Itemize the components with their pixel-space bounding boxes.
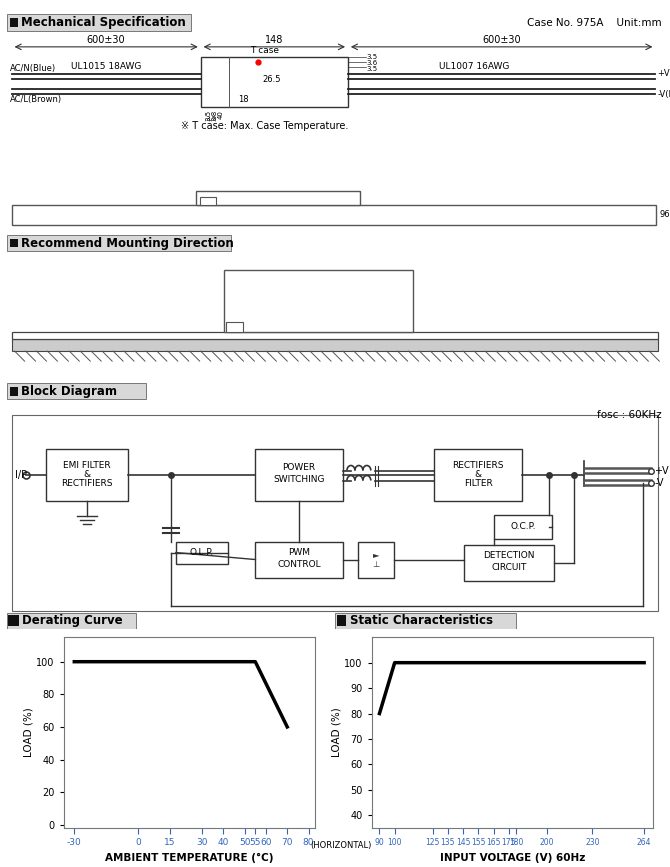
Text: DETECTION: DETECTION	[483, 551, 535, 560]
Bar	[201, 57, 348, 108]
Text: 3.5: 3.5	[206, 110, 212, 121]
Bar	[196, 191, 360, 205]
Bar	[336, 616, 346, 626]
Bar	[11, 339, 659, 351]
Text: 3.5: 3.5	[367, 66, 378, 72]
Text: I/P: I/P	[15, 470, 27, 479]
Text: T case: T case	[251, 46, 279, 55]
Bar	[464, 544, 554, 581]
Text: Case No. 975A    Unit:mm: Case No. 975A Unit:mm	[527, 17, 661, 28]
Text: RECTIFIERS: RECTIFIERS	[62, 479, 113, 488]
Text: AC/N(Blue): AC/N(Blue)	[9, 64, 56, 73]
Text: Block Diagram: Block Diagram	[21, 385, 117, 398]
Text: Static Characteristics: Static Characteristics	[350, 615, 492, 627]
Text: Mechanical Specification: Mechanical Specification	[21, 16, 186, 29]
Text: 40: 40	[218, 110, 224, 119]
Text: CONTROL: CONTROL	[277, 560, 321, 569]
Bar	[176, 542, 228, 564]
Text: 3.6: 3.6	[367, 60, 378, 66]
Text: -V(Black): -V(Black)	[657, 89, 670, 99]
Text: ※ T case: Max. Case Temperature.: ※ T case: Max. Case Temperature.	[181, 121, 348, 131]
Text: AC/L(Brown): AC/L(Brown)	[9, 95, 62, 104]
Text: POWER: POWER	[283, 463, 316, 472]
Bar	[46, 448, 128, 500]
Text: 3.8: 3.8	[212, 110, 218, 121]
Text: +V(Red): +V(Red)	[657, 69, 670, 79]
Text: EMI FILTER: EMI FILTER	[64, 461, 111, 470]
Bar	[358, 542, 394, 577]
Text: 3.5: 3.5	[206, 116, 217, 122]
Text: UL1007 16AWG: UL1007 16AWG	[439, 62, 509, 71]
Text: fosc : 60KHz: fosc : 60KHz	[597, 410, 661, 420]
Text: SWITCHING: SWITCHING	[273, 475, 325, 484]
Bar	[434, 448, 522, 500]
Text: 600±30: 600±30	[482, 35, 521, 45]
Bar	[9, 238, 17, 247]
Text: -V: -V	[655, 478, 664, 487]
Y-axis label: LOAD (%): LOAD (%)	[332, 707, 342, 758]
Text: O.L.P.: O.L.P.	[190, 548, 214, 557]
Bar	[7, 14, 191, 30]
Bar	[7, 235, 230, 251]
Bar	[7, 383, 146, 400]
Text: Derating Curve: Derating Curve	[22, 615, 123, 627]
Text: ►: ►	[373, 550, 379, 559]
Text: Recommend Mounting Direction: Recommend Mounting Direction	[21, 237, 233, 250]
Text: +V: +V	[655, 466, 669, 475]
Bar	[224, 271, 413, 332]
Text: &: &	[475, 470, 482, 479]
Text: RECTIFIERS: RECTIFIERS	[452, 461, 504, 470]
Text: 148: 148	[265, 35, 283, 45]
Bar	[255, 448, 343, 500]
Text: ⊥: ⊥	[372, 560, 379, 569]
Text: 96: 96	[659, 210, 670, 219]
Bar	[335, 613, 516, 629]
Bar	[8, 616, 19, 626]
X-axis label: AMBIENT TEMPERATURE (°C): AMBIENT TEMPERATURE (°C)	[105, 853, 273, 863]
Text: (HORIZONTAL): (HORIZONTAL)	[311, 840, 372, 850]
Text: UL1015 18AWG: UL1015 18AWG	[71, 62, 141, 71]
Bar	[494, 514, 552, 538]
Text: CIRCUIT: CIRCUIT	[491, 563, 527, 572]
Text: 26.5: 26.5	[263, 75, 281, 83]
Text: FILTER: FILTER	[464, 479, 492, 488]
Bar	[11, 205, 657, 225]
Bar	[11, 415, 659, 610]
Bar	[7, 613, 136, 629]
Y-axis label: LOAD (%): LOAD (%)	[23, 707, 34, 758]
Text: &: &	[84, 470, 91, 479]
Bar	[200, 197, 216, 205]
Text: 18: 18	[239, 95, 249, 104]
Bar	[9, 387, 17, 396]
Text: 600±30: 600±30	[87, 35, 125, 45]
Bar	[226, 323, 243, 332]
Text: 3.5: 3.5	[367, 54, 378, 60]
Text: O.C.P.: O.C.P.	[511, 522, 536, 531]
Bar	[11, 332, 659, 339]
Bar	[255, 542, 343, 577]
Bar	[9, 17, 17, 27]
X-axis label: INPUT VOLTAGE (V) 60Hz: INPUT VOLTAGE (V) 60Hz	[440, 853, 585, 863]
Text: PWM: PWM	[288, 548, 310, 557]
